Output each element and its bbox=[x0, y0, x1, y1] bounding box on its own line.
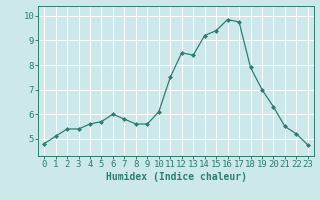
X-axis label: Humidex (Indice chaleur): Humidex (Indice chaleur) bbox=[106, 172, 246, 182]
